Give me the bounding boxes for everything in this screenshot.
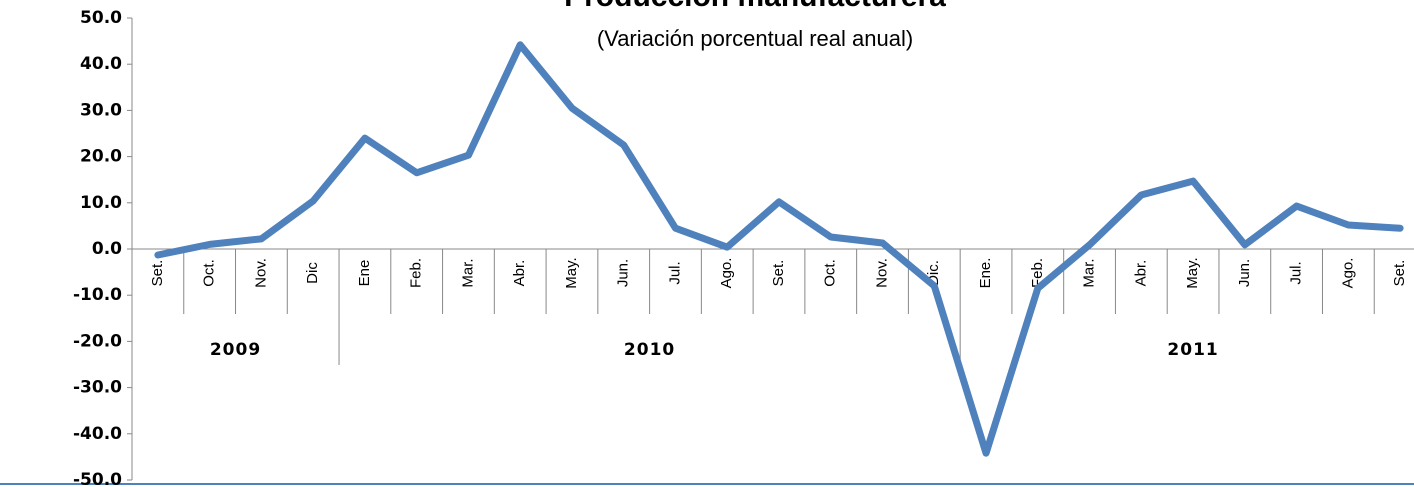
y-tick-label: -30.0 xyxy=(73,378,122,398)
x-tick-label: Abr. xyxy=(1132,260,1149,287)
x-tick-label: Jul. xyxy=(1288,261,1305,284)
x-tick-label: Oct. xyxy=(201,259,218,287)
x-tick-label: Nov. xyxy=(252,258,269,288)
year-label: 2011 xyxy=(1167,340,1218,360)
chart-subtitle: (Variación porcentual real anual) xyxy=(597,26,913,51)
x-tick-label: Mar. xyxy=(459,258,476,287)
x-tick-label: Set. xyxy=(770,260,787,287)
y-tick-label: -20.0 xyxy=(73,331,122,351)
y-tick-label: -40.0 xyxy=(73,424,122,444)
x-tick-label: Set. xyxy=(149,260,166,287)
x-tick-label: Jun. xyxy=(615,259,632,287)
x-tick-label: May. xyxy=(1184,257,1201,288)
y-tick-label: 40.0 xyxy=(80,54,122,74)
x-tick-label: Abr. xyxy=(511,260,528,287)
year-label: 2009 xyxy=(210,340,261,360)
x-tick-label: Feb. xyxy=(408,258,425,288)
y-tick-label: -50.0 xyxy=(73,470,122,487)
x-tick-label: Ene. xyxy=(977,258,994,289)
x-tick-label: Feb. xyxy=(1029,258,1046,288)
x-tick-label: May. xyxy=(563,257,580,288)
y-tick-label: 50.0 xyxy=(80,8,122,28)
y-tick-label: 20.0 xyxy=(80,147,122,167)
x-tick-label: Dic xyxy=(304,262,321,284)
x-tick-label: Mar. xyxy=(1081,258,1098,287)
line-series xyxy=(154,41,1404,457)
y-tick-label: -10.0 xyxy=(73,285,122,305)
x-tick-label: Oct. xyxy=(822,259,839,287)
x-tick-label: Ago. xyxy=(1339,258,1356,289)
y-tick-label: 10.0 xyxy=(80,193,122,213)
x-tick-label: Ene xyxy=(356,260,373,287)
x-tick-label: Ago. xyxy=(718,258,735,289)
chart-title: Producción manufacturera xyxy=(564,0,946,13)
x-tick-label: Nov. xyxy=(873,258,890,288)
x-tick-label: Jul. xyxy=(666,261,683,284)
x-tick-label: Jun. xyxy=(1236,259,1253,287)
y-tick-label: 30.0 xyxy=(80,100,122,120)
year-label: 2010 xyxy=(624,340,675,360)
x-tick-label: Set. xyxy=(1391,260,1408,287)
y-tick-label: 0.0 xyxy=(92,239,122,259)
